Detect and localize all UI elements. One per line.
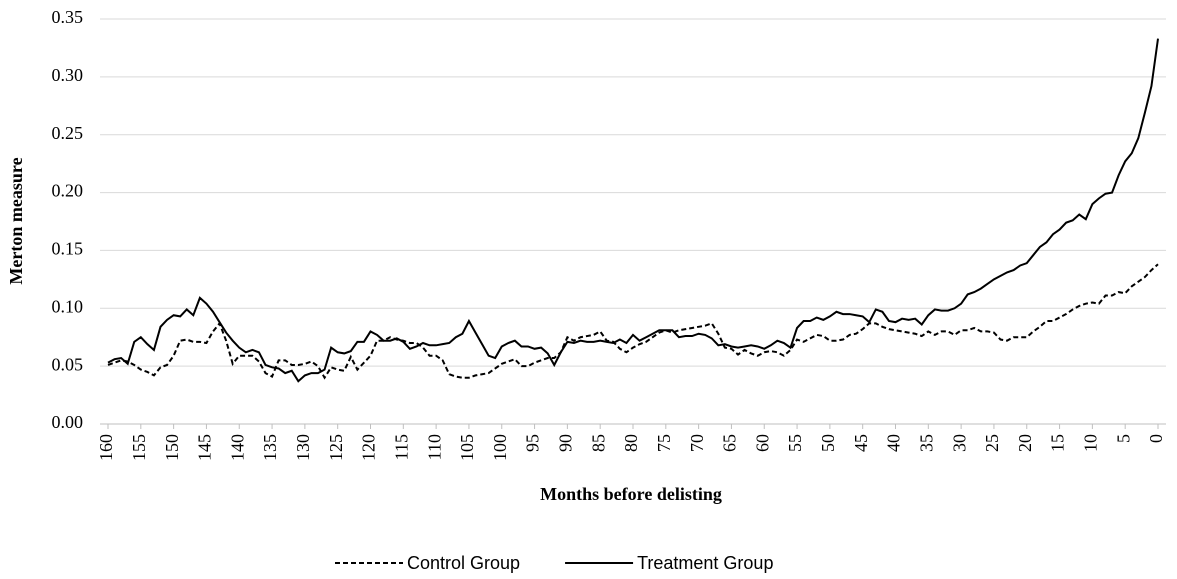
x-tick-label: 75 — [654, 434, 674, 452]
x-tick-label: 160 — [96, 434, 116, 461]
x-tick-label: 140 — [227, 434, 247, 461]
x-tick-label: 65 — [720, 434, 740, 452]
x-tick-label: 10 — [1081, 434, 1101, 452]
y-tick-label: 0.15 — [52, 239, 84, 259]
x-axis-title: Months before delisting — [540, 484, 722, 504]
y-tick-label: 0.25 — [52, 123, 84, 143]
x-tick-label: 70 — [687, 434, 707, 452]
x-tick-label: 110 — [424, 434, 444, 460]
x-tick-label: 90 — [556, 434, 576, 452]
y-tick-label: 0.00 — [52, 412, 84, 432]
x-tick-label: 135 — [260, 434, 280, 461]
y-axis-title: Merton measure — [6, 157, 26, 284]
series-line — [107, 38, 1159, 383]
x-tick-label: 105 — [457, 434, 477, 461]
x-tick-label: 125 — [326, 434, 346, 461]
x-tick-label: 60 — [752, 434, 772, 452]
x-tick-label: 35 — [916, 434, 936, 452]
x-tick-label: 25 — [982, 434, 1002, 452]
x-tick-label: 115 — [391, 434, 411, 460]
x-tick-label: 40 — [884, 434, 904, 452]
legend-label: Control Group — [407, 553, 520, 573]
x-tick-label: 120 — [359, 434, 379, 461]
y-tick-label: 0.10 — [52, 296, 84, 316]
x-tick-label: 100 — [490, 434, 510, 461]
x-tick-label: 50 — [818, 434, 838, 452]
y-tick-label: 0.30 — [52, 65, 84, 85]
y-tick-label: 0.05 — [52, 354, 84, 374]
y-tick-label: 0.20 — [52, 181, 84, 201]
series-line — [107, 263, 1159, 380]
x-tick-label: 95 — [523, 434, 543, 452]
x-tick-label: 30 — [949, 434, 969, 452]
x-tick-label: 155 — [129, 434, 149, 461]
x-tick-label: 5 — [1113, 434, 1133, 443]
x-tick-label: 15 — [1048, 434, 1068, 452]
y-tick-label: 0.35 — [52, 7, 84, 27]
legend-label: Treatment Group — [637, 553, 773, 573]
x-tick-label: 20 — [1015, 434, 1035, 452]
x-tick-label: 80 — [621, 434, 641, 452]
x-tick-label: 145 — [195, 434, 215, 461]
x-tick-label: 55 — [785, 434, 805, 452]
x-tick-label: 85 — [588, 434, 608, 452]
x-tick-label: 45 — [851, 434, 871, 452]
x-tick-label: 0 — [1146, 434, 1166, 443]
x-tick-label: 130 — [293, 434, 313, 461]
x-tick-label: 150 — [162, 434, 182, 461]
